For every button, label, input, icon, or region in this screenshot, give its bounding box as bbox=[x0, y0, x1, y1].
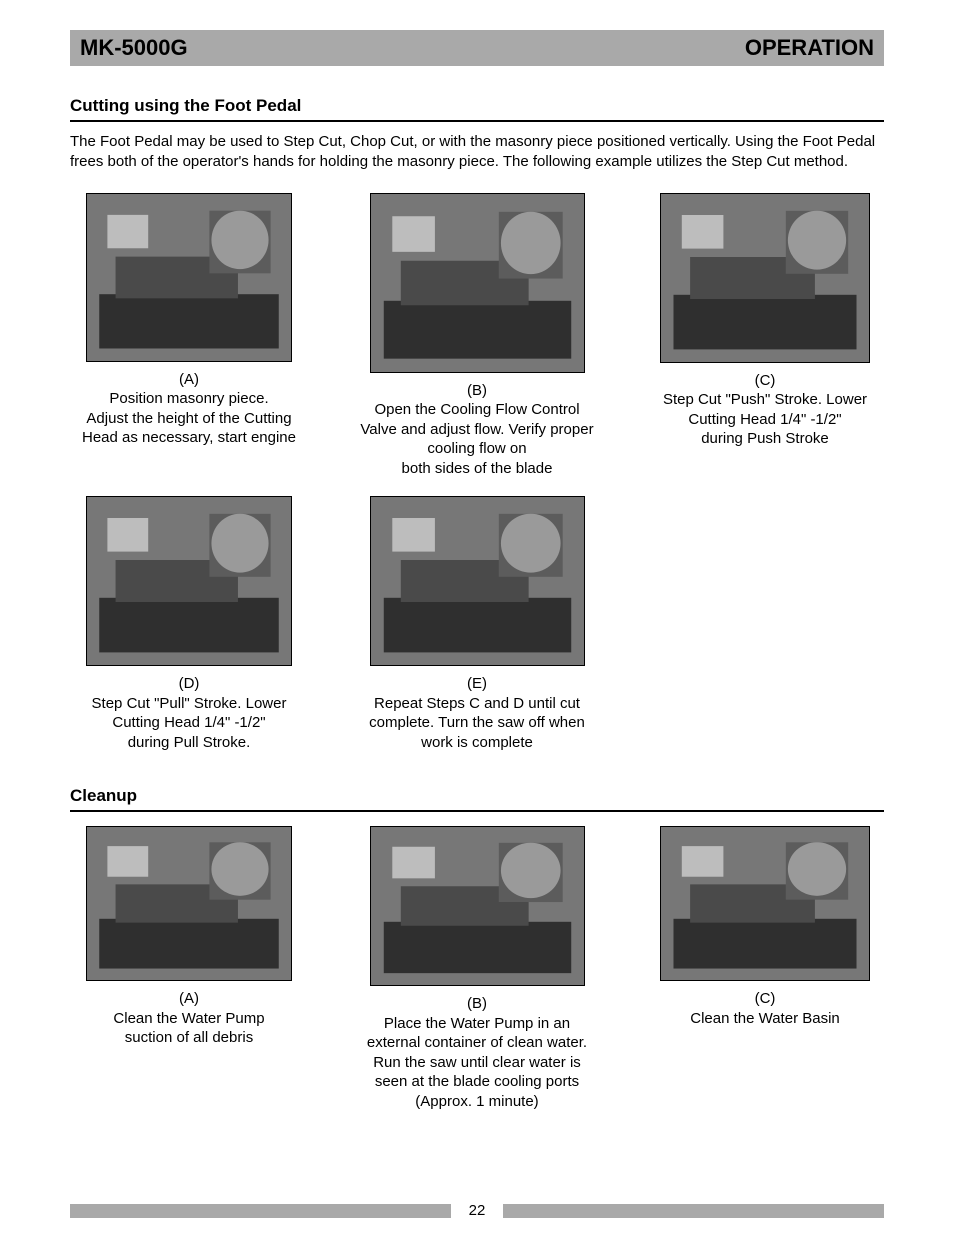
figure-image-wrap bbox=[358, 193, 596, 373]
figure-caption: Place the Water Pump in an external cont… bbox=[358, 1014, 596, 1112]
figure-image bbox=[86, 496, 292, 666]
figure-caption: Open the Cooling Flow Control Valve and … bbox=[358, 400, 596, 478]
figure-label: (B) bbox=[358, 994, 596, 1014]
figure-cell-empty bbox=[646, 496, 884, 752]
figure-label: (A) bbox=[70, 989, 308, 1009]
figure-label: (B) bbox=[358, 381, 596, 401]
figure-cell: (A)Clean the Water Pumpsuction of all de… bbox=[70, 826, 308, 1111]
figure-image bbox=[370, 496, 585, 666]
figure-caption: Position masonry piece.Adjust the height… bbox=[70, 389, 308, 448]
section2-heading: Cleanup bbox=[70, 786, 884, 812]
figure-caption: Repeat Steps C and D until cut complete.… bbox=[358, 694, 596, 753]
figure-cell: (E)Repeat Steps C and D until cut comple… bbox=[358, 496, 596, 752]
figure-image bbox=[660, 826, 870, 981]
figure-caption: Clean the Water Pumpsuction of all debri… bbox=[70, 1009, 308, 1048]
page-content: MK-5000G OPERATION Cutting using the Foo… bbox=[0, 0, 954, 1111]
figure-image-wrap bbox=[358, 496, 596, 666]
figure-image bbox=[86, 826, 292, 981]
header-section: OPERATION bbox=[745, 35, 874, 61]
figure-caption: Step Cut "Pull" Stroke. Lower Cutting He… bbox=[70, 694, 308, 753]
figure-image bbox=[660, 193, 870, 363]
figure-image-wrap bbox=[70, 826, 308, 981]
figure-image-wrap bbox=[646, 193, 884, 363]
figure-image bbox=[370, 826, 585, 986]
header-model: MK-5000G bbox=[80, 35, 188, 61]
figure-cell: (B)Open the Cooling Flow Control Valve a… bbox=[358, 193, 596, 479]
figure-image-wrap bbox=[70, 496, 308, 666]
figure-image-wrap bbox=[70, 193, 308, 362]
figure-caption: Step Cut "Push" Stroke. Lower Cutting He… bbox=[646, 390, 884, 449]
section1-heading: Cutting using the Foot Pedal bbox=[70, 96, 884, 122]
section1-intro: The Foot Pedal may be used to Step Cut, … bbox=[70, 132, 884, 173]
figure-cell: (C)Step Cut "Push" Stroke. Lower Cutting… bbox=[646, 193, 884, 479]
section2-figure-grid: (A)Clean the Water Pumpsuction of all de… bbox=[70, 826, 884, 1111]
figure-label: (E) bbox=[358, 674, 596, 694]
figure-cell: (B)Place the Water Pump in an external c… bbox=[358, 826, 596, 1111]
section1-figure-grid: (A)Position masonry piece.Adjust the hei… bbox=[70, 193, 884, 753]
figure-label: (C) bbox=[646, 371, 884, 391]
page-number: 22 bbox=[469, 1202, 486, 1219]
figure-cell: (C)Clean the Water Basin bbox=[646, 826, 884, 1111]
figure-label: (C) bbox=[646, 989, 884, 1009]
figure-image bbox=[86, 193, 292, 362]
figure-caption: Clean the Water Basin bbox=[646, 1009, 884, 1029]
figure-image-wrap bbox=[646, 826, 884, 981]
figure-image-wrap bbox=[358, 826, 596, 986]
footer-bar-left bbox=[70, 1204, 451, 1218]
page-footer: 22 bbox=[0, 1202, 954, 1219]
figure-image bbox=[370, 193, 585, 373]
header-bar: MK-5000G OPERATION bbox=[70, 30, 884, 66]
footer-bar-right bbox=[503, 1204, 884, 1218]
figure-label: (D) bbox=[70, 674, 308, 694]
figure-label: (A) bbox=[70, 370, 308, 390]
figure-cell: (A)Position masonry piece.Adjust the hei… bbox=[70, 193, 308, 479]
figure-cell: (D)Step Cut "Pull" Stroke. Lower Cutting… bbox=[70, 496, 308, 752]
